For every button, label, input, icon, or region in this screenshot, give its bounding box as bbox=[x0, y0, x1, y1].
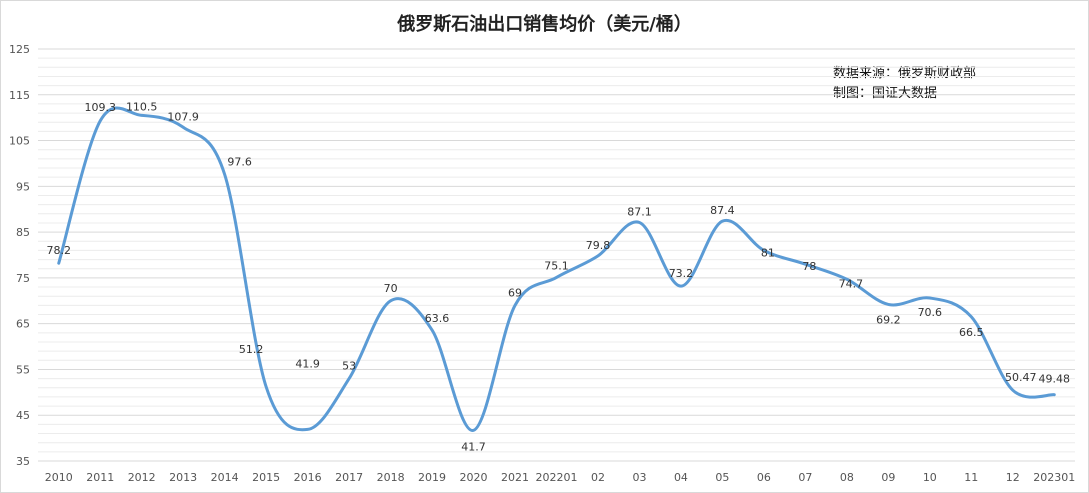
chart-credit-note: 制图：国证大数据 bbox=[833, 86, 938, 101]
data-label: 66.5 bbox=[959, 326, 984, 339]
y-tick-label: 105 bbox=[9, 135, 30, 148]
data-label: 53 bbox=[342, 360, 356, 373]
x-tick-label: 2019 bbox=[418, 471, 446, 484]
x-tick-label: 2012 bbox=[128, 471, 156, 484]
x-tick-label: 09 bbox=[881, 471, 895, 484]
data-label: 78 bbox=[802, 260, 816, 273]
x-tick-label: 2011 bbox=[86, 471, 114, 484]
x-tick-label: 2021 bbox=[501, 471, 529, 484]
y-tick-label: 115 bbox=[9, 89, 30, 102]
x-tick-label: 03 bbox=[632, 471, 646, 484]
x-tick-label: 10 bbox=[923, 471, 937, 484]
x-tick-label: 2015 bbox=[252, 471, 280, 484]
data-label: 49.48 bbox=[1039, 373, 1071, 386]
data-label: 87.1 bbox=[627, 205, 652, 218]
x-tick-label: 2018 bbox=[377, 471, 405, 484]
x-tick-label: 2020 bbox=[460, 471, 488, 484]
x-tick-label: 2013 bbox=[169, 471, 197, 484]
data-label: 74.7 bbox=[839, 277, 864, 290]
data-label: 78.2 bbox=[46, 244, 71, 257]
x-tick-label: 05 bbox=[715, 471, 729, 484]
x-tick-label: 202201 bbox=[536, 471, 578, 484]
x-tick-label: 2017 bbox=[335, 471, 363, 484]
x-tick-label: 12 bbox=[1006, 471, 1020, 484]
y-tick-label: 65 bbox=[16, 318, 30, 331]
x-tick-label: 08 bbox=[840, 471, 854, 484]
data-label: 41.9 bbox=[295, 357, 320, 370]
y-tick-label: 75 bbox=[16, 272, 30, 285]
y-tick-label: 95 bbox=[16, 180, 30, 193]
y-tick-label: 45 bbox=[16, 409, 30, 422]
y-tick-label: 125 bbox=[9, 43, 30, 56]
data-label: 69.2 bbox=[876, 313, 901, 326]
x-tick-label: 11 bbox=[964, 471, 978, 484]
x-tick-label: 2014 bbox=[211, 471, 239, 484]
data-label: 97.6 bbox=[227, 155, 252, 168]
y-tick-label: 55 bbox=[16, 363, 30, 376]
y-tick-label: 85 bbox=[16, 226, 30, 239]
data-label: 70 bbox=[384, 282, 398, 295]
data-label: 51.2 bbox=[239, 343, 264, 356]
data-source-note: 数据来源：俄罗斯财政部 bbox=[833, 66, 977, 81]
data-label: 50.47 bbox=[1005, 371, 1037, 384]
data-label: 87.4 bbox=[710, 204, 735, 217]
y-tick-label: 35 bbox=[16, 455, 30, 468]
data-label: 107.9 bbox=[167, 110, 199, 123]
chart-title: 俄罗斯石油出口销售均价（美元/桶） bbox=[397, 14, 692, 35]
data-label: 81 bbox=[761, 246, 775, 259]
x-tick-label: 2010 bbox=[45, 471, 73, 484]
x-tick-label: 07 bbox=[798, 471, 812, 484]
data-label: 63.6 bbox=[425, 312, 450, 325]
data-label: 70.6 bbox=[918, 306, 943, 319]
data-label: 69 bbox=[508, 286, 522, 299]
data-label: 41.7 bbox=[461, 440, 486, 453]
x-tick-label: 202301 bbox=[1033, 471, 1075, 484]
data-label: 109.3 bbox=[84, 101, 116, 114]
x-tick-label: 06 bbox=[757, 471, 771, 484]
x-tick-label: 04 bbox=[674, 471, 688, 484]
x-tick-label: 02 bbox=[591, 471, 605, 484]
data-label: 75.1 bbox=[544, 259, 569, 272]
x-tick-label: 2016 bbox=[294, 471, 322, 484]
data-label: 110.5 bbox=[126, 100, 158, 113]
data-label: 73.2 bbox=[669, 267, 694, 280]
data-label: 79.8 bbox=[586, 239, 611, 252]
